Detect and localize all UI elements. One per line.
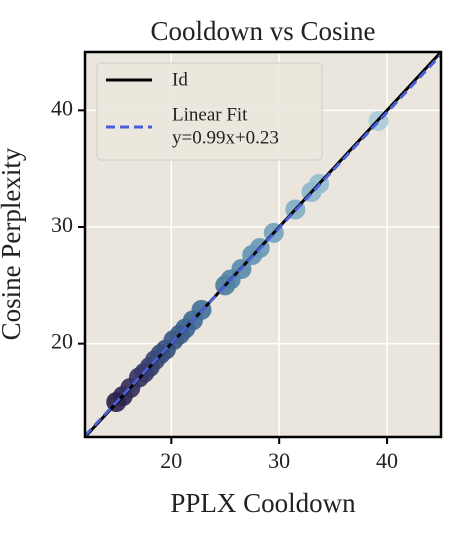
x-tick-label: 30 — [268, 448, 290, 473]
x-tick-label: 20 — [160, 448, 182, 473]
legend-label: Id — [172, 69, 188, 90]
y-tick-label: 20 — [51, 329, 73, 354]
x-axis-label: PPLX Cooldown — [170, 488, 356, 518]
legend-label: Linear Fit — [172, 104, 248, 125]
y-tick-label: 30 — [51, 212, 73, 237]
legend-box — [96, 62, 323, 161]
y-axis-label: Cosine Perplexity — [0, 147, 26, 340]
x-tick-label: 40 — [376, 448, 398, 473]
marks — [83, 50, 443, 439]
series-line — [83, 53, 443, 437]
legend-label: y=0.99x+0.23 — [172, 127, 279, 148]
legend: Id Linear Fit y=0.99x+0.23 — [96, 62, 323, 161]
y-tick-label: 40 — [51, 95, 73, 120]
chart-title: Cooldown vs Cosine — [150, 16, 375, 46]
frame — [83, 50, 443, 439]
